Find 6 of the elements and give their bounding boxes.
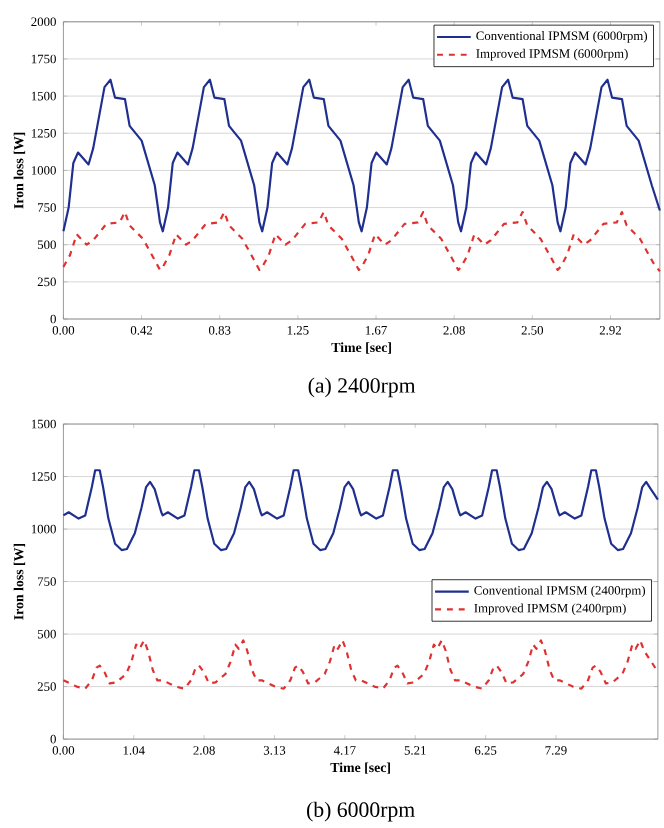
line-series <box>62 639 660 690</box>
text: (a) 2400rpm <box>308 377 416 398</box>
line-series <box>62 469 660 552</box>
text: (b) 6000rpm <box>307 801 415 822</box>
line-series <box>62 210 662 273</box>
line-series <box>62 78 662 233</box>
